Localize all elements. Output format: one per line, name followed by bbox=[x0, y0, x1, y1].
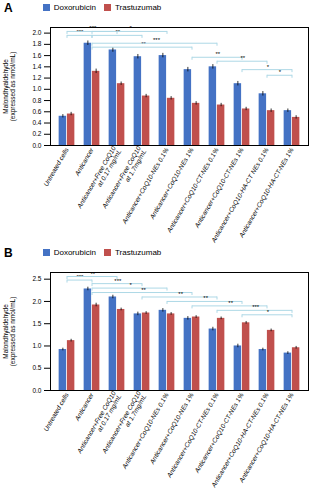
svg-text:1.0: 1.0 bbox=[32, 342, 41, 349]
svg-text:1.4: 1.4 bbox=[32, 63, 41, 70]
svg-text:**: ** bbox=[178, 291, 183, 297]
svg-text:Anticancer+CoQ10-CT-NEs 1%: Anticancer+CoQ10-CT-NEs 1% bbox=[193, 146, 246, 230]
svg-text:***: *** bbox=[114, 278, 122, 284]
svg-text:0.8: 0.8 bbox=[32, 97, 41, 104]
svg-text:*: * bbox=[130, 282, 133, 288]
svg-text:0.4: 0.4 bbox=[32, 119, 41, 126]
svg-text:1.8: 1.8 bbox=[32, 40, 41, 47]
svg-text:*: * bbox=[267, 309, 270, 315]
svg-text:**: ** bbox=[203, 295, 208, 301]
svg-text:**: ** bbox=[228, 300, 233, 306]
svg-text:Untreated cells: Untreated cells bbox=[42, 391, 70, 433]
svg-text:0.0: 0.0 bbox=[32, 142, 41, 149]
svg-text:Untreated cells: Untreated cells bbox=[42, 146, 70, 188]
svg-text:Anticancer+CoQ10-HA-CT-NEs 1%: Anticancer+CoQ10-HA-CT-NEs 1% bbox=[237, 146, 296, 240]
svg-text:0.2: 0.2 bbox=[32, 130, 41, 137]
svg-text:**: ** bbox=[215, 51, 220, 57]
svg-text:Anticancer+CoQ10-CT-NEs 1%: Anticancer+CoQ10-CT-NEs 1% bbox=[193, 391, 246, 475]
svg-text:**: ** bbox=[141, 41, 146, 47]
svg-text:Anticancer+CoQ10-NEs 0.1%: Anticancer+CoQ10-NEs 0.1% bbox=[120, 391, 171, 471]
svg-text:2.0: 2.0 bbox=[32, 298, 41, 305]
svg-text:Anticancer: Anticancer bbox=[73, 146, 95, 178]
svg-text:***: *** bbox=[89, 25, 97, 31]
svg-text:Malondhyaldehyde(expressed as: Malondhyaldehyde(expressed as nmol/mL) bbox=[2, 52, 17, 122]
svg-text:**: ** bbox=[90, 271, 95, 277]
svg-text:***: *** bbox=[153, 37, 161, 43]
svg-text:2.0: 2.0 bbox=[32, 29, 41, 36]
svg-text:1.6: 1.6 bbox=[32, 52, 41, 59]
svg-text:Anticancer+CoQ10-HA-CT-NEs 1%: Anticancer+CoQ10-HA-CT-NEs 1% bbox=[237, 391, 296, 485]
svg-text:1.2: 1.2 bbox=[32, 74, 41, 81]
svg-text:0.5: 0.5 bbox=[32, 364, 41, 371]
svg-text:Anticancer+Free CoQ10at 1.7mg/: Anticancer+Free CoQ10at 1.7mg/mL bbox=[100, 390, 148, 459]
svg-text:*: * bbox=[267, 64, 270, 70]
svg-text:**: ** bbox=[141, 287, 146, 293]
svg-text:0.0: 0.0 bbox=[32, 387, 41, 394]
svg-text:1.5: 1.5 bbox=[32, 320, 41, 327]
svg-text:*: * bbox=[130, 25, 133, 31]
svg-text:Anticancer+CoQ10-NEs 1%: Anticancer+CoQ10-NEs 1% bbox=[148, 146, 196, 221]
svg-text:*: * bbox=[279, 69, 282, 75]
svg-text:Anticancer+CoQ10-NEs 0.1%: Anticancer+CoQ10-NEs 0.1% bbox=[120, 146, 171, 226]
svg-text:Anticancer: Anticancer bbox=[73, 391, 95, 423]
svg-text:Anticancer+Free CoQ10at 1.7mg/: Anticancer+Free CoQ10at 1.7mg/mL bbox=[100, 145, 148, 214]
svg-text:0.6: 0.6 bbox=[32, 108, 41, 115]
svg-text:***: *** bbox=[76, 29, 84, 35]
svg-text:1.0: 1.0 bbox=[32, 85, 41, 92]
svg-text:***: *** bbox=[76, 274, 84, 280]
svg-text:**: ** bbox=[115, 29, 120, 35]
svg-text:Malondhyaldehyde(expressed as: Malondhyaldehyde(expressed as nmol/mL) bbox=[2, 297, 17, 367]
svg-text:***: *** bbox=[252, 304, 260, 310]
svg-text:2.5: 2.5 bbox=[32, 275, 41, 282]
svg-text:**: ** bbox=[240, 55, 245, 61]
svg-text:Anticancer+CoQ10-NEs 1%: Anticancer+CoQ10-NEs 1% bbox=[148, 391, 196, 466]
